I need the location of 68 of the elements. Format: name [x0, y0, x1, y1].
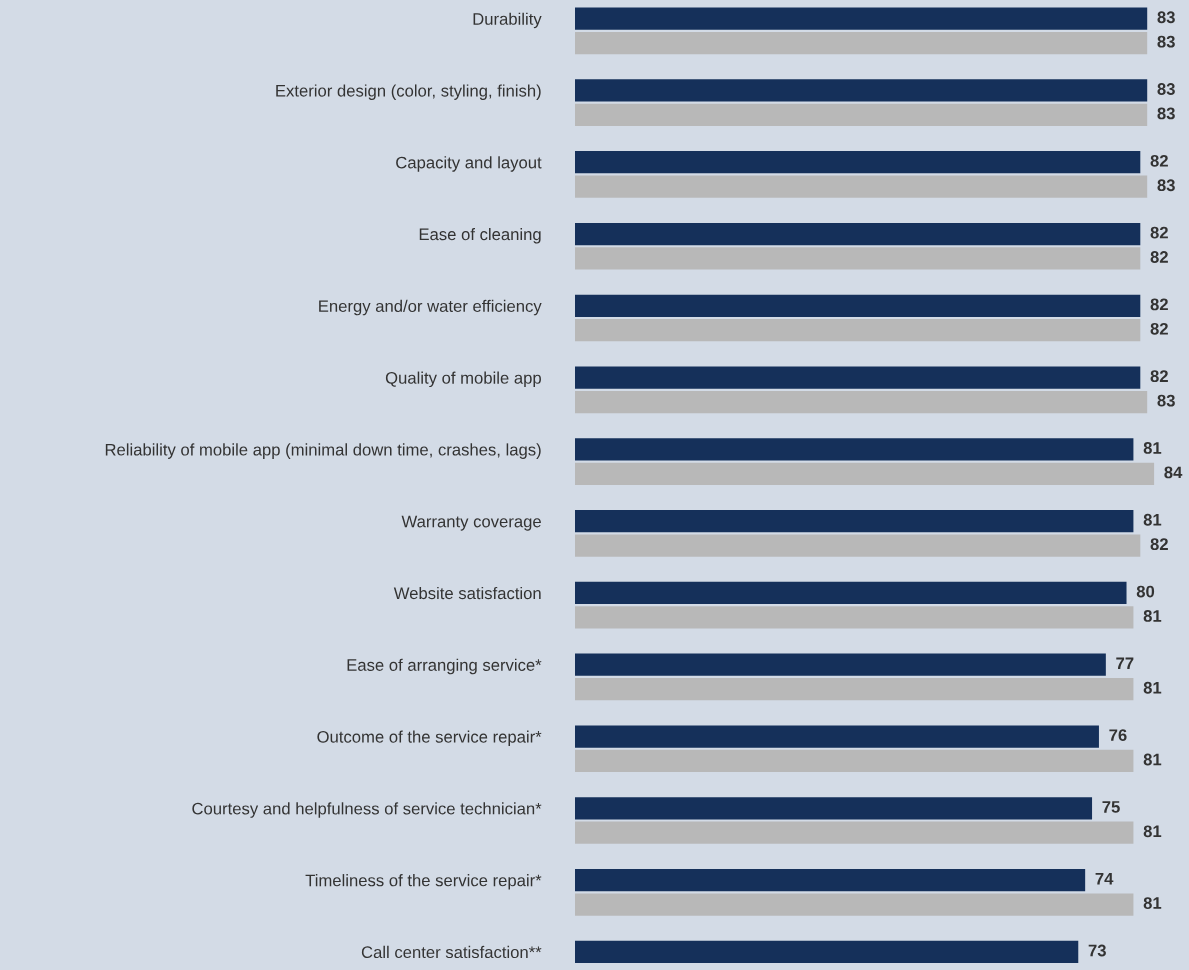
bar [575, 222, 1141, 246]
data-label: 81 [1143, 825, 1162, 838]
data-label: 73 [1088, 944, 1106, 957]
y-tick-label: Timeliness of the service repair* [305, 874, 542, 890]
y-tick-label: Quality of mobile app [385, 371, 541, 388]
y-tick-label: Exterior design (color, styling, finish) [276, 84, 541, 100]
bar [575, 797, 1093, 820]
y-tick-label: Ease of cleaning [419, 227, 541, 244]
data-label: 82 [1150, 226, 1168, 239]
data-label: 83 [1157, 35, 1175, 48]
data-label: 80 [1136, 585, 1155, 598]
bar [575, 438, 1134, 461]
bar [575, 581, 1127, 605]
data-label: 83 [1157, 83, 1175, 95]
bar [575, 294, 1141, 317]
data-label: 82 [1150, 538, 1168, 551]
bar [575, 821, 1134, 844]
data-label: 76 [1109, 729, 1127, 742]
bar [575, 103, 1148, 126]
data-label: 81 [1143, 442, 1162, 454]
bar [575, 319, 1141, 342]
bar [575, 31, 1148, 55]
data-label: 82 [1150, 322, 1168, 335]
y-tick-label: Courtesy and helpfulness of service technician* [192, 802, 542, 818]
data-label: 81 [1143, 753, 1162, 766]
bar [575, 390, 1148, 414]
data-label: 83 [1157, 394, 1175, 407]
bar [575, 725, 1099, 748]
data-label: 81 [1143, 610, 1162, 622]
y-tick-label: Durability [473, 12, 542, 29]
data-label: 83 [1157, 107, 1175, 120]
y-tick-label: Website satisfaction [393, 586, 541, 600]
data-label: 77 [1116, 657, 1134, 670]
data-label: 83 [1157, 11, 1175, 24]
bar [575, 247, 1141, 270]
bar [575, 940, 1079, 964]
data-label: 74 [1095, 872, 1114, 885]
data-label: 83 [1157, 179, 1175, 192]
y-tick-label: Call center satisfaction** [361, 945, 542, 959]
data-label: 82 [1150, 370, 1168, 383]
bar [575, 893, 1134, 916]
bar [575, 151, 1141, 174]
y-tick-label: Capacity and layout [396, 156, 542, 172]
data-label: 81 [1143, 681, 1162, 694]
data-label: 81 [1143, 897, 1162, 909]
data-label: 82 [1150, 298, 1168, 311]
bar [575, 462, 1155, 485]
data-label: 81 [1143, 513, 1162, 526]
bar [575, 868, 1086, 892]
y-tick-label: Reliability of mobile app (minimal down time, crashes, lags) [105, 443, 541, 459]
data-label: 75 [1102, 801, 1120, 813]
data-label: 82 [1150, 154, 1168, 167]
data-label: 82 [1150, 251, 1168, 263]
y-tick-label: Outcome of the service repair* [317, 730, 542, 747]
data-label: 84 [1164, 466, 1183, 479]
bar [575, 175, 1148, 198]
bar [575, 79, 1148, 102]
bar [575, 678, 1134, 701]
bar [575, 606, 1134, 629]
bar [575, 366, 1141, 389]
y-tick-label: Warranty coverage [401, 515, 541, 531]
bar [575, 534, 1141, 557]
bar [575, 7, 1148, 30]
y-tick-label: Ease of arranging service* [347, 658, 542, 675]
y-tick-label: Energy and/or water efficiency [319, 299, 542, 316]
bar [575, 510, 1134, 533]
bar [575, 653, 1106, 676]
bar [575, 749, 1134, 773]
